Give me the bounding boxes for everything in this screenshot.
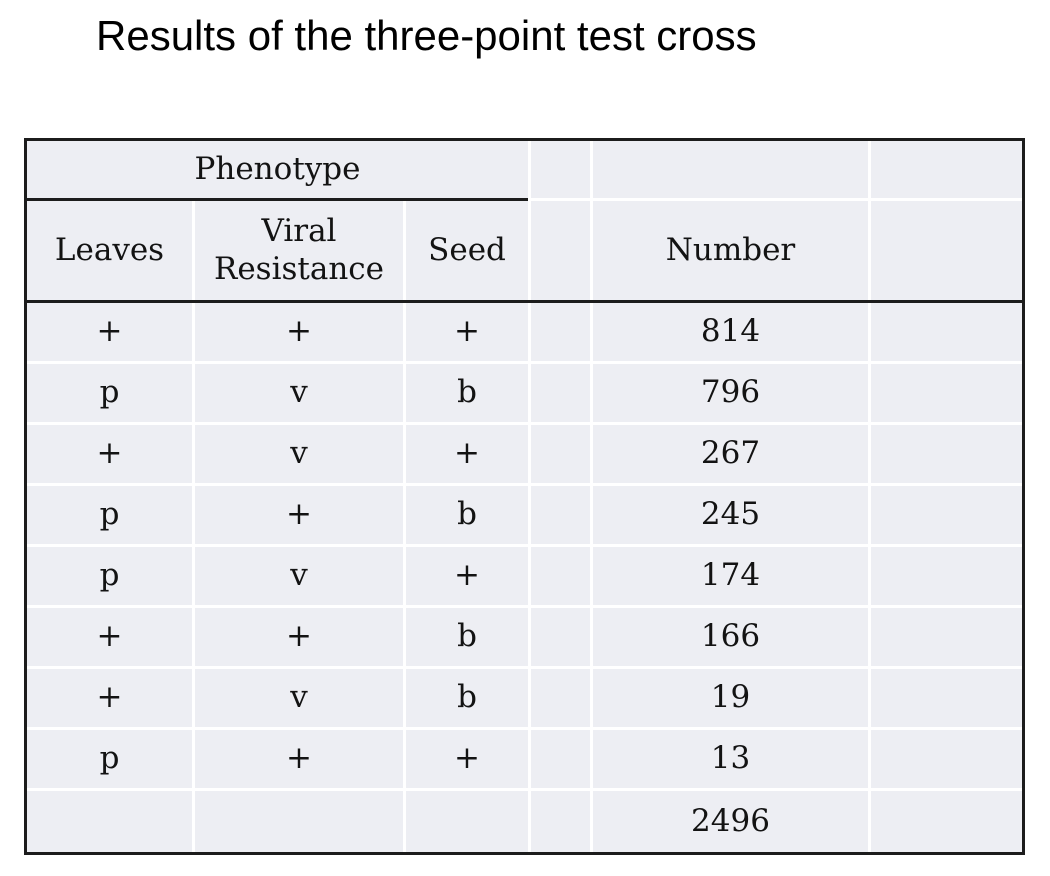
- empty-cell: [871, 141, 1022, 198]
- empty-cell: [871, 486, 1022, 544]
- viral-cell: v: [195, 364, 403, 422]
- empty-cell: [531, 730, 590, 788]
- empty-cell: [531, 141, 590, 198]
- viral-cell: v: [195, 547, 403, 605]
- seed-cell: +: [406, 547, 528, 605]
- seed-cell: +: [406, 730, 528, 788]
- empty-cell: [871, 669, 1022, 727]
- number-cell: 796: [593, 364, 868, 422]
- empty-cell: [531, 486, 590, 544]
- empty-cell: [195, 791, 403, 852]
- viral-cell: +: [195, 303, 403, 361]
- leaves-cell: p: [27, 730, 192, 788]
- viral-cell: v: [195, 425, 403, 483]
- phenotype-underline: [27, 198, 528, 201]
- column-group-header-phenotype: Phenotype: [27, 141, 528, 198]
- column-header-number: Number: [593, 201, 868, 300]
- column-header-seed: Seed: [406, 201, 528, 300]
- number-cell: 166: [593, 608, 868, 666]
- seed-cell: b: [406, 364, 528, 422]
- empty-cell: [871, 425, 1022, 483]
- leaves-cell: +: [27, 425, 192, 483]
- seed-cell: +: [406, 303, 528, 361]
- viral-cell: +: [195, 486, 403, 544]
- empty-cell: [531, 201, 590, 300]
- leaves-cell: p: [27, 547, 192, 605]
- empty-cell: [406, 791, 528, 852]
- number-cell: 174: [593, 547, 868, 605]
- empty-cell: [531, 364, 590, 422]
- empty-cell: [871, 303, 1022, 361]
- empty-cell: [871, 547, 1022, 605]
- empty-cell: [531, 669, 590, 727]
- results-table: Phenotype Leaves Viral Resistance Seed N…: [24, 138, 1025, 855]
- empty-cell: [531, 425, 590, 483]
- leaves-cell: p: [27, 486, 192, 544]
- number-cell: 814: [593, 303, 868, 361]
- empty-cell: [531, 608, 590, 666]
- column-header-leaves: Leaves: [27, 201, 192, 300]
- number-cell: 267: [593, 425, 868, 483]
- seed-cell: b: [406, 608, 528, 666]
- header-underline: [27, 300, 1022, 303]
- empty-cell: [531, 547, 590, 605]
- empty-cell: [871, 730, 1022, 788]
- number-cell: 19: [593, 669, 868, 727]
- empty-cell: [531, 791, 590, 852]
- viral-cell: v: [195, 669, 403, 727]
- empty-cell: [871, 791, 1022, 852]
- number-cell: 13: [593, 730, 868, 788]
- number-cell: 245: [593, 486, 868, 544]
- seed-cell: +: [406, 425, 528, 483]
- leaves-cell: +: [27, 669, 192, 727]
- viral-cell: +: [195, 730, 403, 788]
- column-header-viral-resistance: Viral Resistance: [195, 201, 403, 300]
- seed-cell: b: [406, 669, 528, 727]
- empty-cell: [871, 364, 1022, 422]
- seed-cell: b: [406, 486, 528, 544]
- empty-cell: [531, 303, 590, 361]
- page-title: Results of the three-point test cross: [96, 12, 757, 59]
- leaves-cell: +: [27, 303, 192, 361]
- leaves-cell: +: [27, 608, 192, 666]
- empty-cell: [871, 608, 1022, 666]
- total-cell: 2496: [593, 791, 868, 852]
- empty-cell: [27, 791, 192, 852]
- viral-cell: +: [195, 608, 403, 666]
- empty-cell: [593, 141, 868, 198]
- empty-cell: [871, 201, 1022, 300]
- leaves-cell: p: [27, 364, 192, 422]
